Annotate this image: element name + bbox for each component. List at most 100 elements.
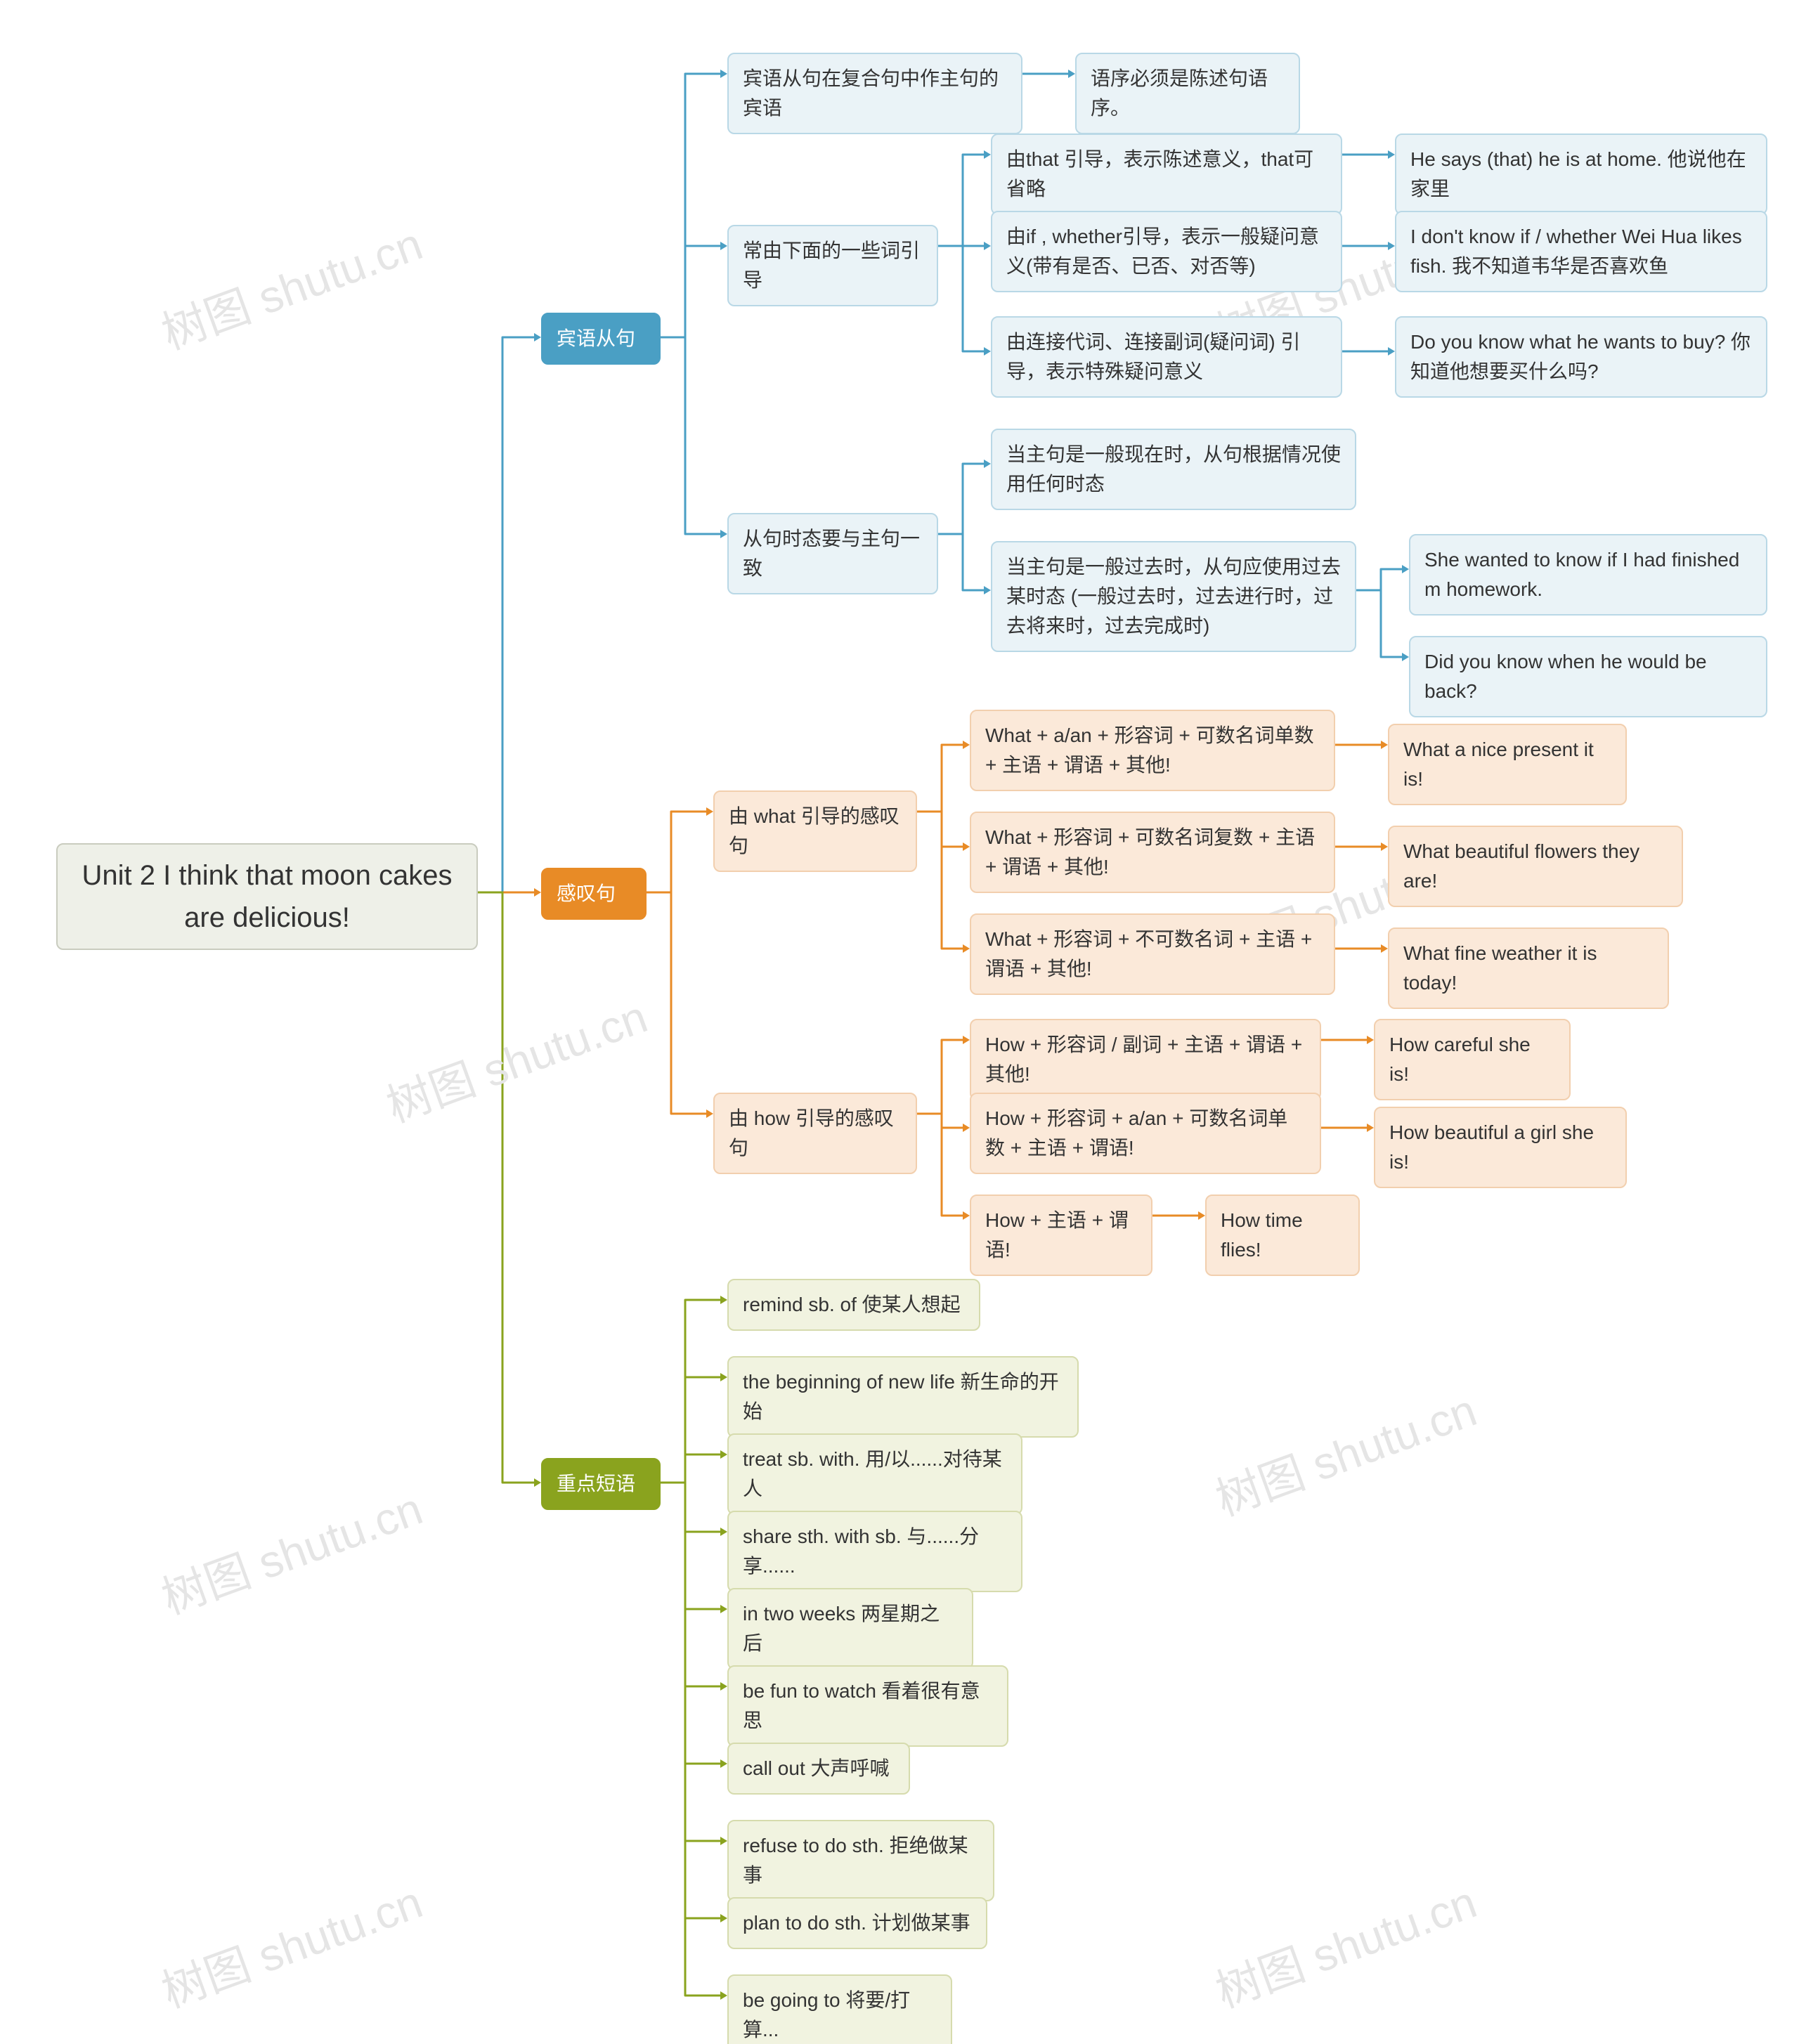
node-label: How beautiful a girl she is! (1389, 1118, 1611, 1177)
node-label: treat sb. with. 用/以......对待某人 (743, 1445, 1007, 1504)
edge-g-g5 (661, 1483, 720, 1609)
watermark: 树图 shutu.cn (1206, 1866, 1484, 2020)
watermark: 树图 shutu.cn (152, 1473, 430, 1627)
node-label: plan to do sth. 计划做某事 (743, 1908, 970, 1938)
arrowhead-icon (984, 150, 991, 159)
node-label: remind sb. of 使某人想起 (743, 1290, 961, 1320)
arrowhead-icon (1402, 565, 1409, 573)
node-o1c: What + 形容词 + 不可数名词 + 主语 + 谓语 + 其他! (970, 913, 1335, 995)
node-label: What + 形容词 + 不可数名词 + 主语 + 谓语 + 其他! (985, 925, 1320, 984)
node-b: 宾语从句 (541, 313, 661, 365)
node-label: 宾语从句 (557, 324, 635, 353)
arrowhead-icon (720, 1914, 727, 1922)
arrowhead-icon (720, 1373, 727, 1381)
node-label: 由 what 引导的感叹句 (729, 802, 902, 861)
node-o2b1: How beautiful a girl she is! (1374, 1107, 1627, 1188)
arrowhead-icon (963, 842, 970, 851)
edge-root-g (478, 892, 534, 1483)
watermark: 树图 shutu.cn (152, 208, 430, 362)
node-label: 宾语从句在复合句中作主句的宾语 (743, 64, 1007, 123)
node-b1a: 语序必须是陈述句语序。 (1075, 53, 1300, 134)
arrowhead-icon (534, 888, 541, 897)
node-label: What fine weather it is today! (1403, 939, 1654, 998)
node-b1: 宾语从句在复合句中作主句的宾语 (727, 53, 1022, 134)
node-g9: plan to do sth. 计划做某事 (727, 1897, 987, 1949)
arrowhead-icon (1198, 1211, 1205, 1220)
watermark: 树图 shutu.cn (377, 981, 655, 1135)
edge-b-b2 (661, 246, 720, 337)
node-b2b1: I don't know if / whether Wei Hua likes … (1395, 211, 1767, 292)
node-label: 由 how 引导的感叹句 (729, 1104, 902, 1163)
edge-o-o1 (647, 812, 706, 892)
arrowhead-icon (984, 347, 991, 356)
node-o2c: How + 主语 + 谓语! (970, 1194, 1152, 1276)
edge-o2-o2a (917, 1040, 963, 1114)
node-g7: call out 大声呼喊 (727, 1743, 910, 1795)
node-label: 常由下面的一些词引导 (743, 236, 923, 295)
node-label: 由that 引导，表示陈述意义，that可省略 (1006, 145, 1327, 204)
arrowhead-icon (1402, 653, 1409, 661)
node-g5: in two weeks 两星期之后 (727, 1588, 973, 1669)
edge-g-g7 (661, 1483, 720, 1764)
node-g8: refuse to do sth. 拒绝做某事 (727, 1820, 994, 1901)
node-g6: be fun to watch 看着很有意思 (727, 1665, 1008, 1747)
arrowhead-icon (720, 530, 727, 538)
edge-b3b-b3b1 (1356, 569, 1402, 590)
arrowhead-icon (720, 1682, 727, 1691)
node-label: be going to 将要/打算... (743, 1986, 937, 2044)
arrowhead-icon (1388, 347, 1395, 356)
node-label: How + 主语 + 谓语! (985, 1206, 1137, 1265)
node-b2c: 由连接代词、连接副词(疑问词) 引导，表示特殊疑问意义 (991, 316, 1342, 398)
edge-g-g4 (661, 1483, 720, 1532)
edge-g-g2 (661, 1377, 720, 1483)
node-o2: 由 how 引导的感叹句 (713, 1093, 917, 1174)
node-label: in two weeks 两星期之后 (743, 1599, 958, 1658)
node-b3b: 当主句是一般过去时，从句应使用过去某时态 (一般过去时，过去进行时，过去将来时，… (991, 541, 1356, 652)
node-b2a: 由that 引导，表示陈述意义，that可省略 (991, 134, 1342, 215)
node-label: Do you know what he wants to buy? 你知道他想要… (1410, 327, 1752, 386)
node-label: What a nice present it is! (1403, 735, 1611, 794)
arrowhead-icon (963, 944, 970, 953)
node-g2: the beginning of new life 新生命的开始 (727, 1356, 1079, 1438)
node-g10: be going to 将要/打算... (727, 1974, 952, 2044)
arrowhead-icon (963, 1036, 970, 1044)
arrowhead-icon (963, 1124, 970, 1132)
arrowhead-icon (963, 1211, 970, 1220)
edge-b3b-b3b2 (1356, 590, 1402, 657)
arrowhead-icon (706, 1109, 713, 1118)
arrowhead-icon (1381, 741, 1388, 749)
node-g1: remind sb. of 使某人想起 (727, 1279, 980, 1331)
node-o1c1: What fine weather it is today! (1388, 927, 1669, 1009)
node-label: the beginning of new life 新生命的开始 (743, 1367, 1063, 1426)
edge-b-b3 (661, 337, 720, 534)
node-label: How time flies! (1221, 1206, 1344, 1265)
node-label: What beautiful flowers they are! (1403, 837, 1668, 896)
node-root: Unit 2 I think that moon cakes are delic… (56, 843, 478, 950)
edge-g-g1 (661, 1300, 720, 1483)
node-label: I don't know if / whether Wei Hua likes … (1410, 222, 1752, 281)
arrowhead-icon (984, 460, 991, 468)
node-label: refuse to do sth. 拒绝做某事 (743, 1831, 979, 1890)
node-o: 感叹句 (541, 868, 647, 920)
edge-g-g3 (661, 1454, 720, 1483)
edge-o2-o2b (917, 1114, 963, 1128)
node-label: 由if , whether引导，表示一般疑问意义(带有是否、已否、对否等) (1006, 222, 1327, 281)
node-label: 当主句是一般现在时，从句根据情况使用任何时态 (1006, 440, 1341, 499)
arrowhead-icon (1381, 842, 1388, 851)
node-label: 从句时态要与主句一致 (743, 524, 923, 583)
node-o1: 由 what 引导的感叹句 (713, 790, 917, 872)
arrowhead-icon (720, 1759, 727, 1768)
edge-o1-o1a (917, 745, 963, 812)
arrowhead-icon (1381, 944, 1388, 953)
arrowhead-icon (706, 807, 713, 816)
node-b3b1: She wanted to know if I had finished m h… (1409, 534, 1767, 616)
node-label: 重点短语 (557, 1469, 635, 1499)
node-b3a: 当主句是一般现在时，从句根据情况使用任何时态 (991, 429, 1356, 510)
node-o1b1: What beautiful flowers they are! (1388, 826, 1683, 907)
arrowhead-icon (984, 242, 991, 250)
node-label: He says (that) he is at home. 他说他在家里 (1410, 145, 1752, 204)
mindmap-canvas: 树图 shutu.cn 树图 shutu.cn 树图 shutu.cn 树图 shut… (0, 0, 1799, 2044)
node-label: 当主句是一般过去时，从句应使用过去某时态 (一般过去时，过去进行时，过去将来时，… (1006, 552, 1341, 641)
arrowhead-icon (720, 242, 727, 250)
node-label: share sth. with sb. 与......分享...... (743, 1522, 1007, 1581)
